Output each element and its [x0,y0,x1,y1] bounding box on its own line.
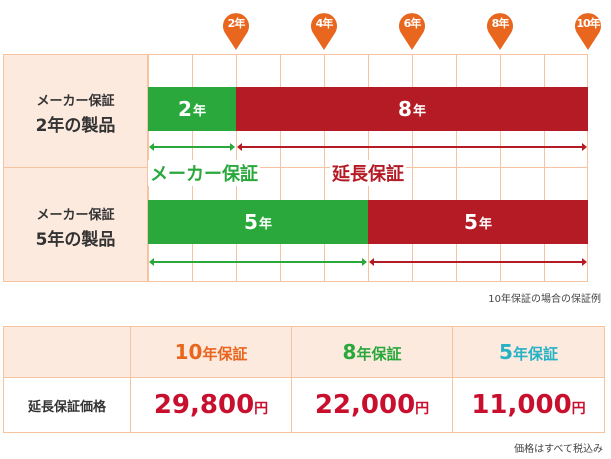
row1-arrows [149,143,587,151]
price-row-label: 延長保証価格 [3,377,131,433]
pin-4-years: 4年 [309,9,339,51]
row1-label: メーカー保証 2年の製品 [35,94,116,136]
pin-6-years: 6年 [397,9,427,51]
header-10-year: 10年保証 [130,326,292,378]
price-table-row: 延長保証価格 29,800円 22,000円 11,000円 [3,377,605,433]
pin-10-years: 10年 [573,9,603,51]
map-pin-icon [487,13,513,50]
price-table-header: 10年保証 8年保証 5年保証 [3,326,605,378]
map-pin-icon [311,13,337,50]
price-5-year: 11,000円 [452,377,605,433]
tax-note: 価格はすべて税込み [514,444,603,455]
pin-2-years: 2年 [221,9,251,51]
extended-double-arrow-icon [369,258,587,266]
row2-label: メーカー保証 5年の製品 [35,208,116,250]
map-pin-icon [223,13,249,50]
maker-warranty-tag: メーカー保証 [148,160,260,186]
map-pin-icon [575,13,601,50]
price-10-year: 29,800円 [130,377,292,433]
row2-label-panel [3,167,148,282]
price-table: 10年保証 8年保証 5年保証 延長保証価格 29,800円 22,000円 1… [3,326,605,433]
row2-arrows [149,258,587,266]
pin-8-years: 8年 [485,9,515,51]
example-note: 10年保証の場合の保証例 [488,294,601,305]
maker-double-arrow-icon [149,143,235,151]
header-8-year: 8年保証 [291,326,453,378]
price-8-year: 22,000円 [291,377,453,433]
extended-arrow-icon [237,143,587,151]
extended-warranty-tag: 延長保証 [330,160,406,186]
maker-double-arrow-icon [149,258,367,266]
row1-label-panel [3,54,148,168]
header-5-year: 5年保証 [452,326,605,378]
map-pin-icon [399,13,425,50]
